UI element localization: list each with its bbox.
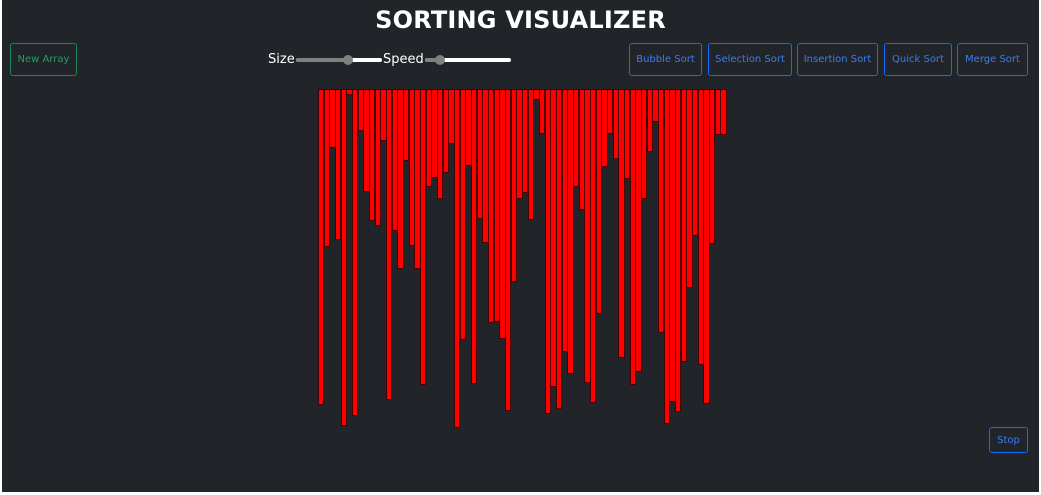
array-bar xyxy=(720,89,727,135)
array-bar xyxy=(374,89,381,226)
array-bar xyxy=(459,89,466,340)
merge-sort-button[interactable]: Merge Sort xyxy=(957,43,1028,76)
array-bar xyxy=(618,89,625,358)
quick-sort-button[interactable]: Quick Sort xyxy=(884,43,952,76)
array-bar xyxy=(703,89,710,404)
bubble-sort-button[interactable]: Bubble Sort xyxy=(629,43,702,76)
array-bar xyxy=(709,89,716,244)
speed-slider-track xyxy=(425,58,511,62)
size-slider[interactable] xyxy=(296,53,382,67)
array-bars-chart xyxy=(318,89,727,429)
array-bar xyxy=(318,89,325,405)
size-label: Size xyxy=(268,52,295,67)
array-bar xyxy=(340,89,347,426)
size-slider-track xyxy=(296,58,382,62)
insertion-sort-button[interactable]: Insertion Sort xyxy=(797,43,878,76)
page-title: SORTING VISUALIZER xyxy=(375,6,666,34)
new-array-button[interactable]: New Array xyxy=(10,43,77,76)
array-bar xyxy=(386,89,393,400)
speed-label: Speed xyxy=(383,52,424,67)
speed-slider[interactable] xyxy=(425,53,511,67)
array-bar xyxy=(567,89,574,374)
array-bar xyxy=(420,89,427,385)
size-slider-thumb[interactable] xyxy=(342,55,353,65)
selection-sort-button[interactable]: Selection Sort xyxy=(708,43,792,76)
stop-button[interactable]: Stop xyxy=(989,427,1028,453)
speed-slider-thumb[interactable] xyxy=(435,55,446,65)
array-bar xyxy=(352,89,359,416)
array-bar xyxy=(323,89,330,247)
array-bar xyxy=(527,89,534,220)
array-bar xyxy=(595,89,602,314)
array-bar xyxy=(471,89,478,384)
array-bar xyxy=(635,89,642,372)
array-bar xyxy=(397,89,404,269)
